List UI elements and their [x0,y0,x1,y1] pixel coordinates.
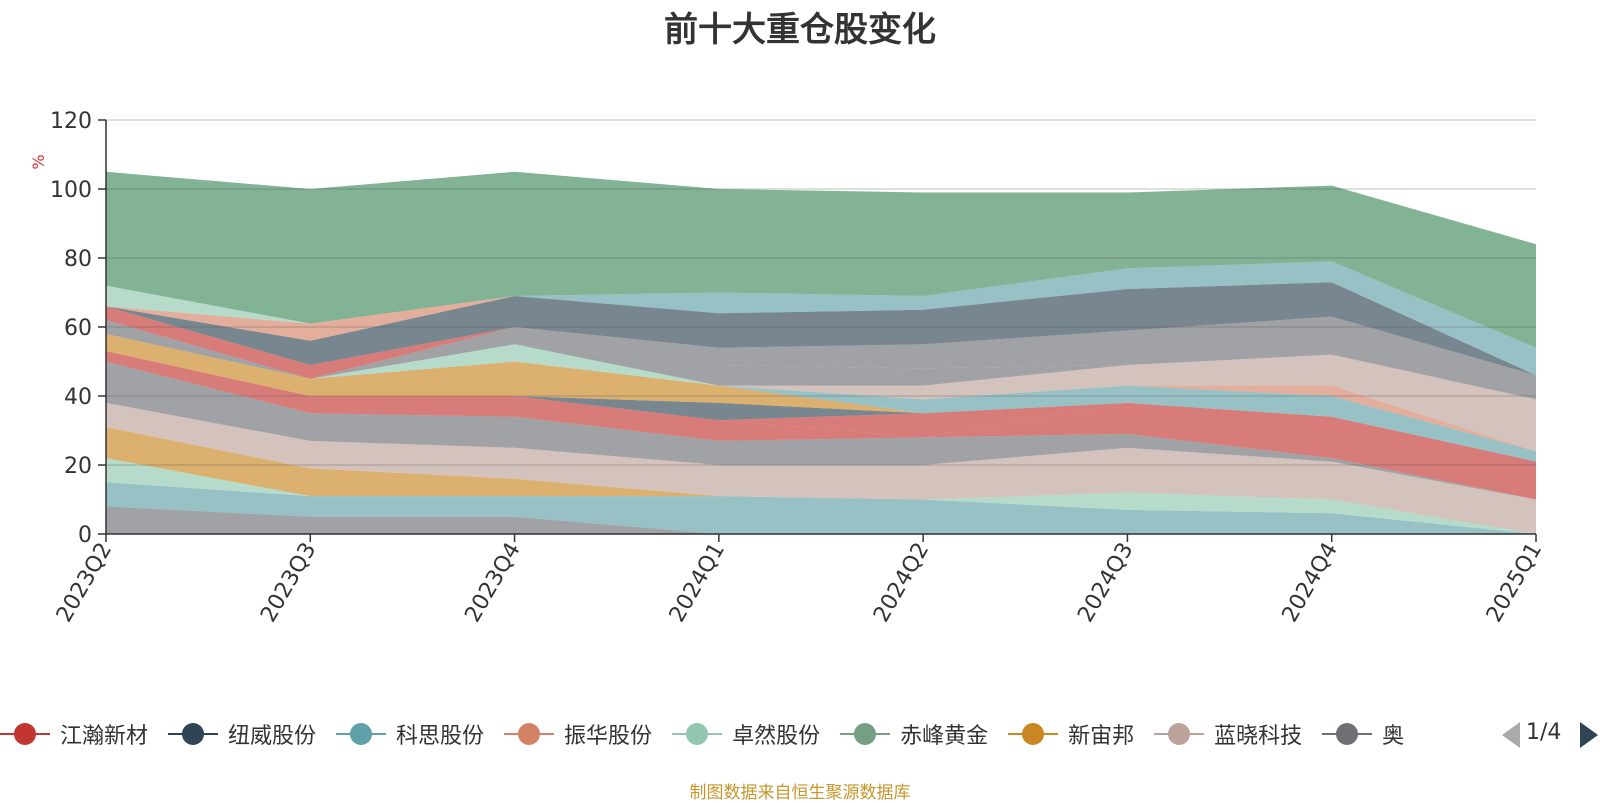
x-tick-label: 2024Q1 [665,539,730,627]
x-tick-label: 2024Q3 [1073,539,1138,627]
area-layer-14 [106,320,1536,400]
area-layer-11 [106,333,1536,452]
x-tick-label: 2023Q3 [256,539,321,627]
legend-label: 科思股份 [396,724,485,749]
legend-item[interactable]: 卓然股份 [672,714,820,754]
legend-marker-icon [1154,714,1205,754]
legend-marker-icon [168,714,219,754]
y-axis-unit-label: % [29,154,48,169]
legend-item[interactable]: 江瀚新材 [0,714,148,754]
y-tick-label: 80 [64,247,92,272]
legend-marker-icon [0,714,50,754]
legend-marker-icon [1008,714,1059,754]
area-layers [106,171,1536,534]
y-tick-label: 20 [64,454,92,479]
x-tick-label: 2024Q2 [869,539,934,627]
area-layer-6 [106,351,1536,500]
area-layer-5 [106,361,1536,500]
legend-item[interactable]: 赤峰黄金 [840,714,988,754]
y-tick-label: 100 [50,178,92,203]
legend-label: 江瀚新材 [60,724,149,749]
y-tick-label: 0 [78,523,92,548]
x-tick-label: 2025Q1 [1482,539,1547,627]
area-layer-10 [106,333,1536,462]
x-tick-label: 2023Q2 [52,539,117,627]
legend-pager: 1/4 [1496,714,1600,754]
chart-title: 前十大重仓股变化 [664,10,936,50]
legend-item[interactable]: 科思股份 [336,714,484,754]
y-tick-label: 40 [64,385,92,410]
x-tick-label: 2024Q4 [1278,539,1343,627]
legend-item[interactable]: 纽威股份 [168,714,316,754]
legend-marker-icon [840,714,891,754]
legend-label: 奥 [1382,724,1405,749]
area-layer-13 [106,333,1536,452]
source-note: 制图数据来自恒生聚源数据库 [689,783,911,803]
x-tick-label: 2023Q4 [460,539,525,627]
legend-item[interactable]: 新宙邦 [1008,714,1134,754]
y-tick-label: 60 [64,316,92,341]
legend-marker-icon [1322,714,1373,754]
y-tick-label: 120 [50,109,92,134]
legend-next-page-icon[interactable] [1580,722,1598,748]
legend-row: 江瀚新材 纽威股份 科思股份 振华股份 卓然股份 赤峰黄金 新宙邦 蓝晓科技 奥 [0,714,1424,754]
legend-label: 新宙邦 [1068,724,1135,749]
legend-marker-icon [672,714,723,754]
legend-page-indicator: 1/4 [1526,720,1562,745]
area-layer-18 [106,282,1536,376]
legend-label: 蓝晓科技 [1214,724,1303,749]
legend-label: 振华股份 [564,724,653,749]
stacked-area-chart: 0 20 40 60 80 100 120 2023Q2 2023Q3 2023Q4 2024Q1 2… [29,109,1547,627]
legend-label: 纽威股份 [228,724,317,749]
area-layer-1 [106,482,1536,534]
area-layer-3 [106,427,1536,534]
area-layer-0 [106,506,1536,534]
legend: 江瀚新材 纽威股份 科思股份 振华股份 卓然股份 赤峰黄金 新宙邦 蓝晓科技 奥 [0,714,1480,754]
legend-marker-icon [504,714,555,754]
area-layer-17 [106,282,1536,376]
legend-item[interactable]: 奥 [1322,714,1404,754]
legend-label: 赤峰黄金 [900,724,989,749]
legend-prev-page-icon[interactable] [1502,722,1520,748]
legend-item[interactable]: 蓝晓科技 [1154,714,1302,754]
area-layer-15 [106,316,1536,400]
legend-label: 卓然股份 [732,724,821,749]
area-layer-4 [106,402,1536,534]
legend-marker-icon [336,714,387,754]
legend-item[interactable]: 振华股份 [504,714,652,754]
area-layer-21 [106,171,1536,348]
